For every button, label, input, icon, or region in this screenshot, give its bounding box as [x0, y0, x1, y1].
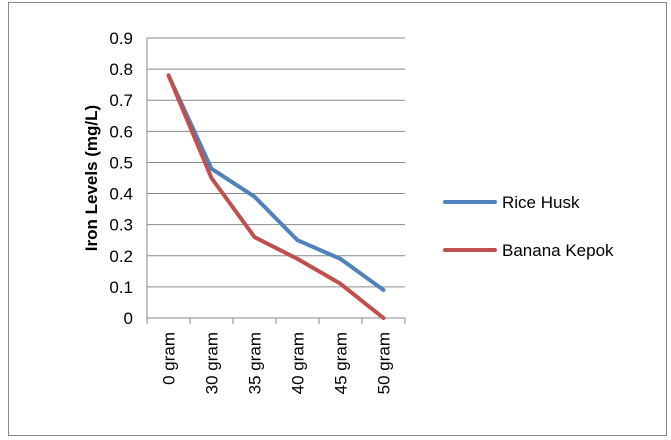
legend-label: Rice Husk: [502, 193, 580, 212]
x-tick-label: 45 gram: [332, 332, 351, 394]
y-tick-label: 0.8: [109, 60, 133, 79]
x-tick-label: 0 gram: [160, 332, 179, 385]
y-tick-label: 0.9: [109, 29, 133, 48]
y-tick-label: 0.5: [109, 153, 133, 172]
x-tick-label: 35 gram: [246, 332, 265, 394]
y-tick-label: 0: [124, 309, 133, 328]
y-tick-label: 0.3: [109, 216, 133, 235]
series-lines: [166, 73, 386, 320]
x-tick-labels: 0 gram 30 gram 35 gram 40 gram 45 gram 50 gra…: [160, 332, 394, 394]
legend-label: Banana Kepok: [502, 241, 614, 260]
x-tick-label: 40 gram: [289, 332, 308, 394]
gridlines: [147, 37, 405, 288]
legend: Rice Husk Banana Kepok: [443, 193, 614, 260]
x-tick-label: 50 gram: [375, 332, 394, 394]
y-tick-label: 0.7: [109, 91, 133, 110]
y-tick-label: 0.2: [109, 247, 133, 266]
chart-frame: [8, 2, 667, 436]
series-line-banana-kepok: [166, 73, 386, 320]
y-tick-label: 0.4: [109, 185, 133, 204]
x-tick-label: 30 gram: [203, 332, 222, 394]
series-line-rice-husk: [166, 73, 386, 292]
y-tick-label: 0.6: [109, 122, 133, 141]
y-axis-label: Iron Levels (mg/L): [82, 105, 101, 251]
x-tick-marks: [146, 318, 406, 324]
y-tick-labels: 0 0.1 0.2 0.3 0.4 0.5 0.6 0.7 0.8 0.9: [109, 29, 133, 328]
y-tick-label: 0.1: [109, 278, 133, 297]
